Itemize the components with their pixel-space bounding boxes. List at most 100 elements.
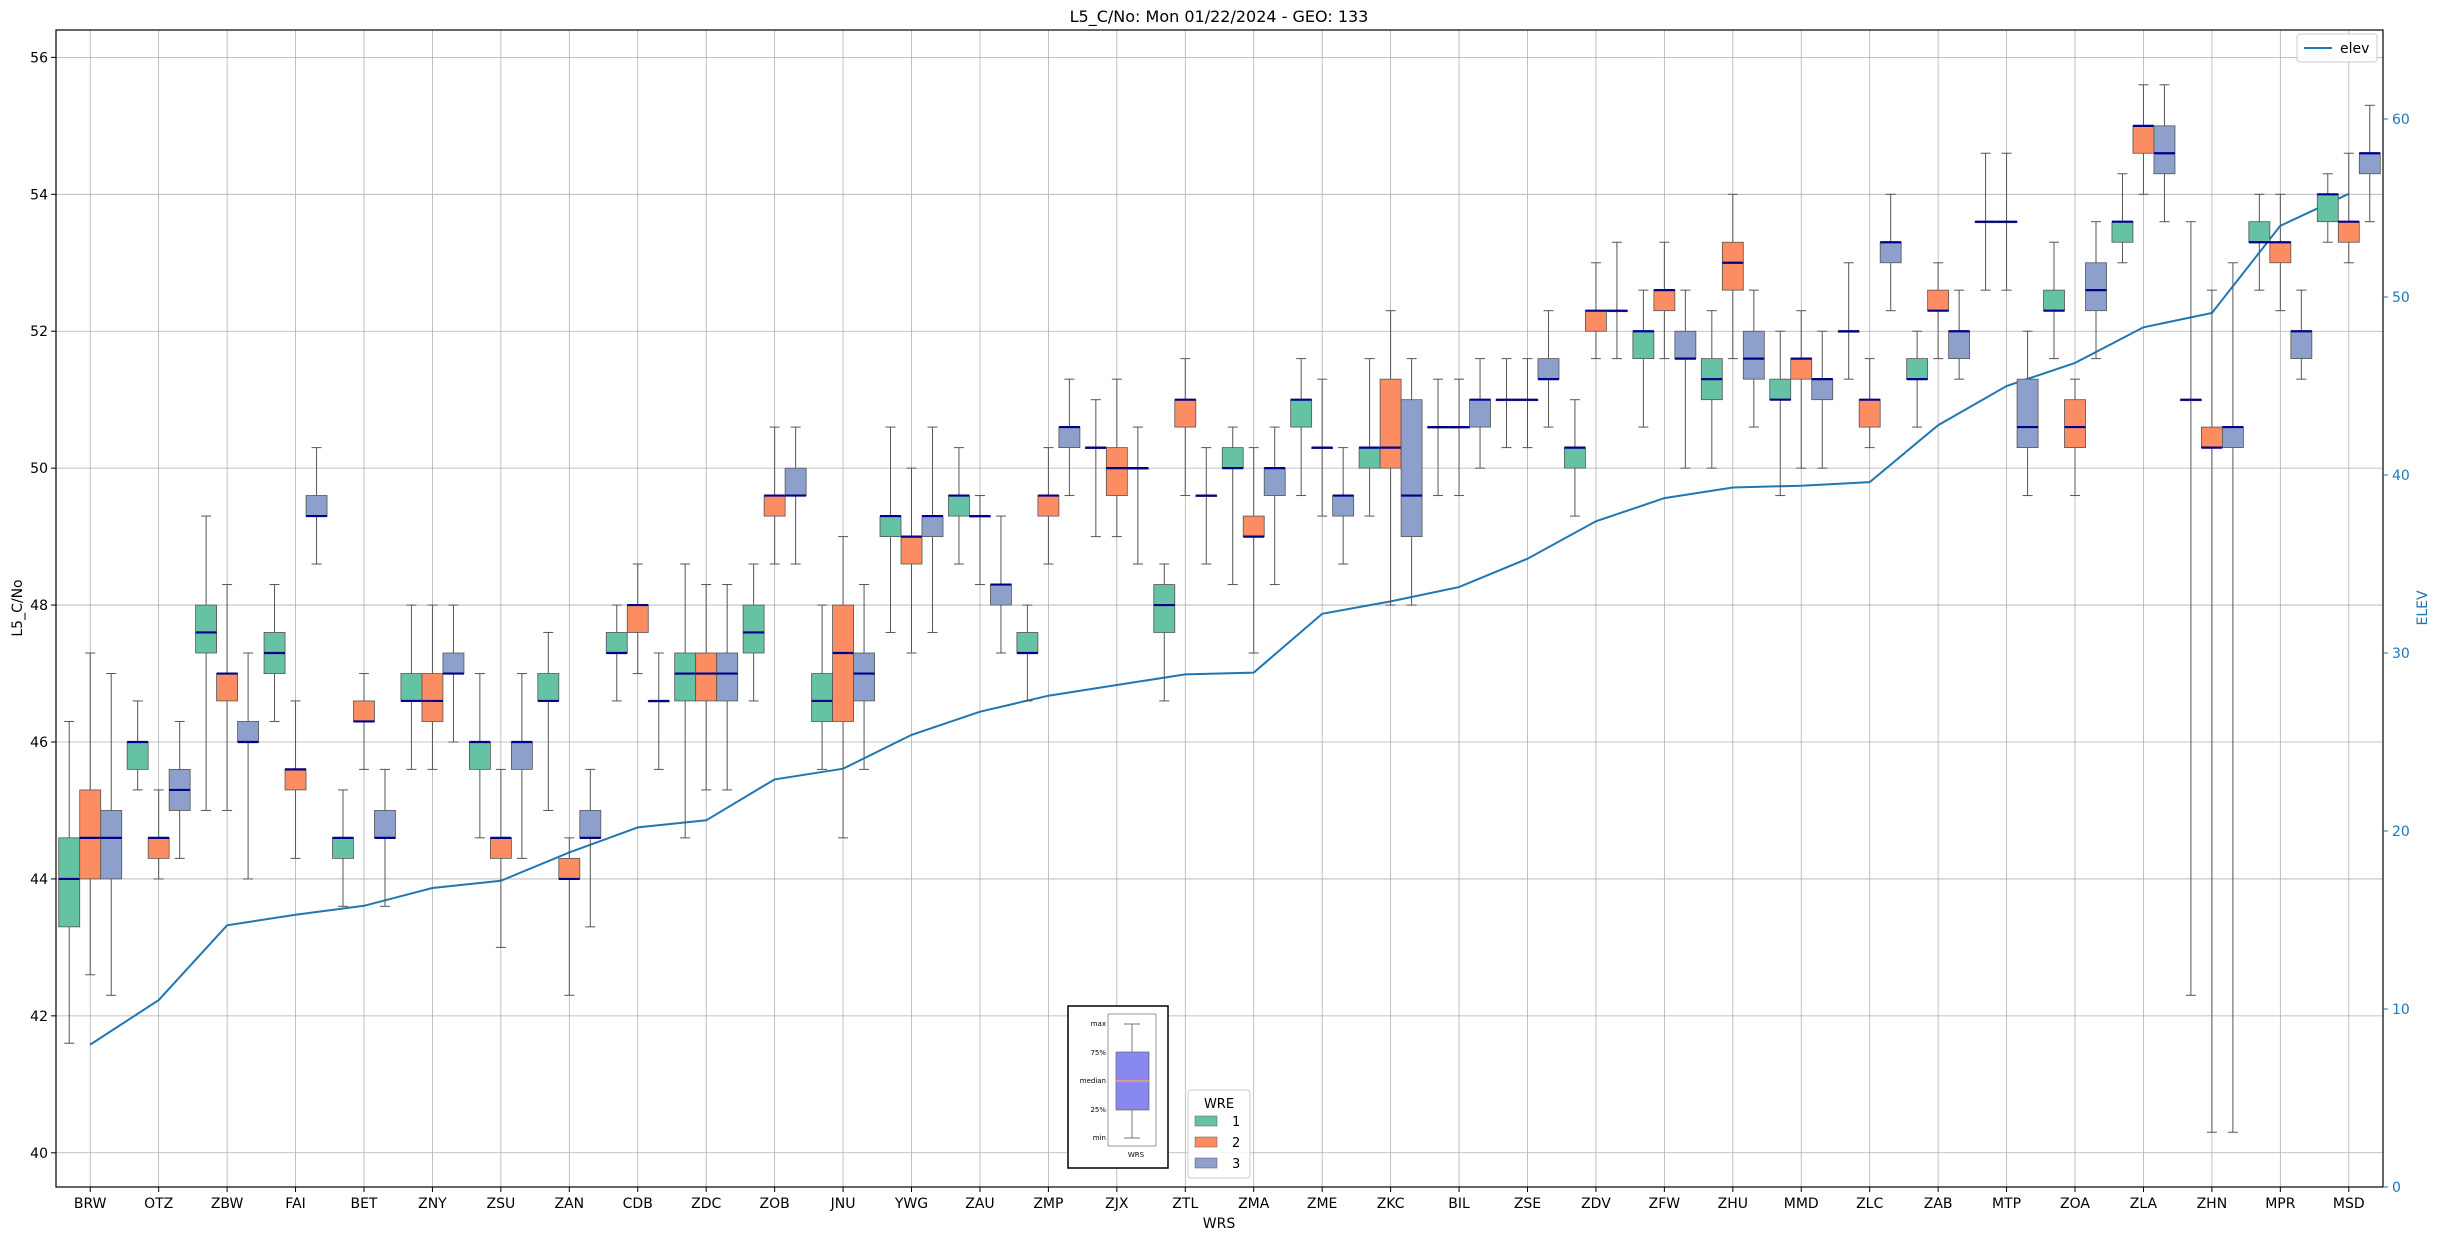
box-ZMP-wre-2 <box>1037 447 1060 565</box>
box-BIL-wre-3 <box>1469 358 1491 469</box>
box-ZAB-wre-3 <box>1948 289 1971 380</box>
box-CDB-wre-3 <box>647 652 670 770</box>
box-ZOB-wre-3 <box>784 426 807 565</box>
elevation-series <box>89 192 2350 1046</box>
x-tick-label: ZLC <box>1856 1196 1883 1212</box>
box-ZBW-wre-1 <box>195 515 218 811</box>
box-iqr <box>1769 378 1792 401</box>
box-MSD-wre-1 <box>2316 173 2339 243</box>
box-ZLA-wre-2 <box>2132 84 2155 195</box>
box-ZFW-wre-2 <box>1653 241 1676 360</box>
box-iqr <box>1242 515 1265 538</box>
box-iqr <box>374 810 396 839</box>
box-iqr <box>305 495 328 517</box>
box-iqr <box>558 857 581 880</box>
box-iqr <box>1263 467 1286 496</box>
box-iqr <box>1879 241 1902 264</box>
box-ZDV-wre-3 <box>1606 241 1628 360</box>
box-MMD-wre-1 <box>1769 330 1792 497</box>
box-ZOA-wre-3 <box>2085 221 2107 360</box>
x-tick-label: BRW <box>74 1196 107 1212</box>
x-tick-label: ZSE <box>1514 1196 1541 1212</box>
x-tick-label: ZNY <box>418 1196 447 1212</box>
elev-legend-label: elev <box>2340 41 2369 57</box>
box-FAI-wre-1 <box>263 584 286 722</box>
box-CDB-wre-1 <box>605 604 628 702</box>
y-tick-label: 44 <box>30 872 48 888</box>
box-ZLC-wre-1 <box>1837 262 1860 380</box>
box-iqr <box>2290 330 2313 360</box>
y-tick-label: 52 <box>30 324 48 340</box>
y-tick-label: 42 <box>30 1009 48 1025</box>
x-tick-label: ZDV <box>1581 1196 1611 1212</box>
box-iqr <box>948 495 970 517</box>
box-iqr <box>510 741 533 770</box>
box-iqr <box>716 652 739 702</box>
y2-tick-label: 30 <box>2392 646 2410 662</box>
wre-legend-label-1: 1 <box>1232 1115 1240 1130</box>
box-ZMP-wre-1 <box>1016 604 1039 702</box>
box-iqr <box>1221 447 1244 469</box>
x-tick-label: YWG <box>894 1196 928 1212</box>
wre-legend: WRE 1 2 3 <box>1187 1089 1251 1179</box>
box-ZMA-wre-1 <box>1221 426 1244 586</box>
y-tick-label: 54 <box>30 187 48 203</box>
box-OTZ-wre-2 <box>147 789 170 880</box>
box-ZAU-wre-1 <box>948 447 970 565</box>
box-iqr <box>674 652 697 702</box>
box-OTZ-wre-1 <box>126 700 149 791</box>
box-ZAB-wre-1 <box>1906 330 1929 428</box>
box-BRW-wre-1 <box>58 720 81 1044</box>
box-ZSU-wre-3 <box>510 673 533 859</box>
box-iqr <box>1927 289 1950 312</box>
box-iqr <box>853 652 875 702</box>
x-tick-label: ZAU <box>965 1196 994 1212</box>
box-ZHN-wre-2 <box>2200 289 2223 1133</box>
x-tick-label: ZMP <box>1033 1196 1063 1212</box>
box-iqr <box>2085 262 2107 312</box>
box-iqr <box>2016 378 2039 449</box>
x-tick-label: ZHU <box>1718 1196 1748 1212</box>
x-tick-label: BET <box>350 1196 377 1212</box>
box-ZHN-wre-3 <box>2221 262 2244 1133</box>
box-iqr <box>579 810 602 839</box>
box-ZLC-wre-3 <box>1879 193 1902 312</box>
box-ZFW-wre-3 <box>1674 289 1697 469</box>
inset-label-25: 25% <box>1090 1106 1106 1114</box>
box-BET-wre-2 <box>353 673 375 770</box>
x-tick-label: ZOB <box>760 1196 790 1212</box>
y-tick-label: 48 <box>30 598 48 614</box>
x-tick-label: OTZ <box>144 1196 173 1212</box>
box-ZAN-wre-3 <box>579 768 602 928</box>
wre-legend-title: WRE <box>1204 1097 1234 1112</box>
x-tick-label: ZBW <box>211 1196 244 1212</box>
box-JNU-wre-2 <box>832 536 854 839</box>
y2-tick-label: 0 <box>2392 1180 2401 1196</box>
box-ZAN-wre-2 <box>558 837 581 996</box>
box-YWG-wre-1 <box>879 426 902 633</box>
x-tick-label: ZAN <box>554 1196 584 1212</box>
y-tick-label: 40 <box>30 1146 48 1162</box>
box-iqr <box>763 495 786 517</box>
y2-tick-label: 20 <box>2392 824 2410 840</box>
box-iqr <box>1174 399 1197 428</box>
x-tick-label: ZDC <box>691 1196 721 1212</box>
box-iqr <box>2221 426 2244 449</box>
x-tick-label: ZLA <box>2130 1196 2158 1212</box>
grid-lines <box>56 30 2383 1187</box>
box-iqr <box>147 837 170 859</box>
wre-legend-swatch-1 <box>1194 1115 1218 1127</box>
inset-xlabel: WRS <box>1128 1151 1145 1159</box>
box-ZHU-wre-1 <box>1700 310 1723 469</box>
box-iqr <box>489 837 512 859</box>
box-ZLA-wre-3 <box>2153 84 2176 223</box>
box-ZHU-wre-3 <box>1742 289 1765 428</box>
axes: 40 42 44 46 48 50 52 54 56 0 10 20 30 40 50 60 BRW OTZ ZBW… <box>30 50 2410 1212</box>
box-MTP-wre-3 <box>2016 330 2039 497</box>
box-iqr <box>1400 399 1423 538</box>
box-MPR-wre-3 <box>2290 289 2313 380</box>
box-ZNY-wre-2 <box>421 604 444 770</box>
elev-legend-frame <box>2296 33 2378 63</box>
wre-legend-swatch-3 <box>1194 1157 1218 1169</box>
elev-legend: elev <box>2296 33 2378 63</box>
